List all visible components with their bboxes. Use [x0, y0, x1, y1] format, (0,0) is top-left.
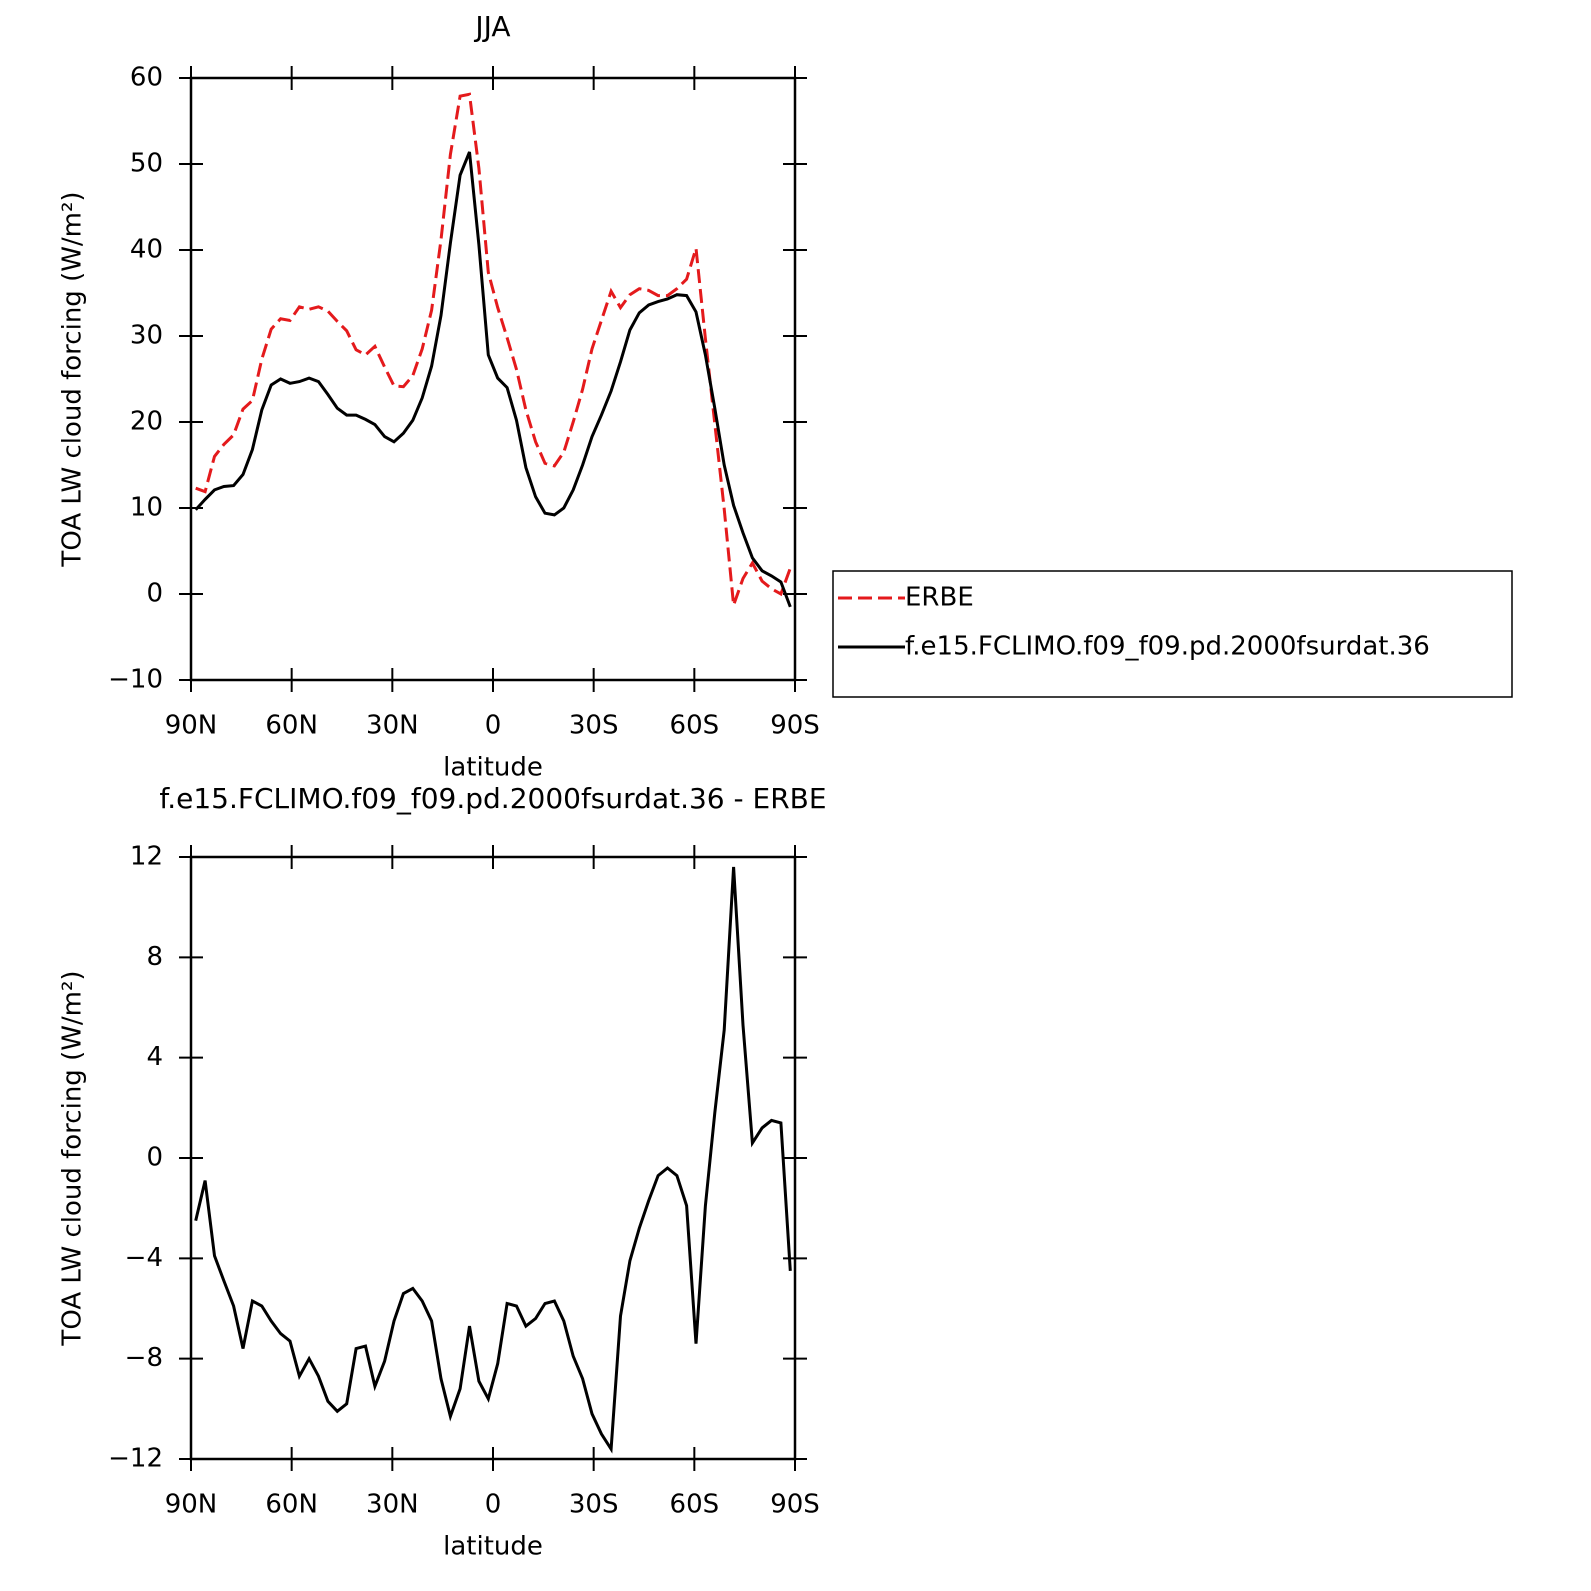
y-tick-label: −12: [108, 1444, 163, 1474]
y-tick-label: 10: [130, 493, 163, 523]
chart-title: JJA: [473, 10, 510, 43]
legend-label: f.e15.FCLIMO.f09_f09.pd.2000fsurdat.36: [905, 632, 1430, 662]
y-tick-label: 0: [146, 1143, 163, 1173]
chart-title: f.e15.FCLIMO.f09_f09.pd.2000fsurdat.36 -…: [159, 782, 826, 815]
plot-frame: [189, 855, 797, 1461]
series-line: [195, 92, 792, 606]
y-tick-label: 0: [146, 579, 163, 609]
x-tick-label: 90S: [770, 711, 820, 741]
y-tick-label: 4: [146, 1042, 163, 1072]
y-tick-label: 20: [130, 407, 163, 437]
x-tick-label: 90N: [165, 1490, 218, 1520]
x-tick-label: 90S: [770, 1490, 820, 1520]
y-tick-label: −10: [108, 665, 163, 695]
x-tick-label: 30S: [569, 1490, 619, 1520]
x-tick-label: 0: [485, 1490, 502, 1520]
x-tick-label: 60N: [265, 711, 318, 741]
y-tick-label: 50: [130, 149, 163, 179]
x-axis-label: latitude: [443, 753, 543, 783]
series-line: [194, 866, 792, 1454]
x-tick-label: 30N: [366, 1490, 419, 1520]
legend-box: [832, 570, 1513, 698]
y-tick-label: 40: [130, 235, 163, 265]
x-tick-label: 60S: [670, 1490, 720, 1520]
y-tick-label: 30: [130, 321, 163, 351]
y-tick-label: −4: [125, 1243, 163, 1273]
x-tick-label: 60N: [265, 1490, 318, 1520]
legend-label: ERBE: [905, 583, 974, 613]
series-line: [194, 151, 792, 608]
x-tick-label: 30S: [569, 711, 619, 741]
x-tick-label: 90N: [165, 711, 218, 741]
x-axis-label: latitude: [443, 1532, 543, 1562]
x-tick-label: 60S: [670, 711, 720, 741]
y-tick-label: 60: [130, 63, 163, 93]
x-tick-label: 0: [485, 711, 502, 741]
y-tick-label: 12: [130, 842, 163, 872]
y-axis-label: TOA LW cloud forcing (W/m²): [58, 191, 88, 567]
plot-frame: [189, 76, 797, 682]
x-tick-label: 30N: [366, 711, 419, 741]
y-axis-label: TOA LW cloud forcing (W/m²): [58, 970, 88, 1346]
y-tick-label: −8: [125, 1343, 163, 1373]
y-tick-label: 8: [146, 942, 163, 972]
